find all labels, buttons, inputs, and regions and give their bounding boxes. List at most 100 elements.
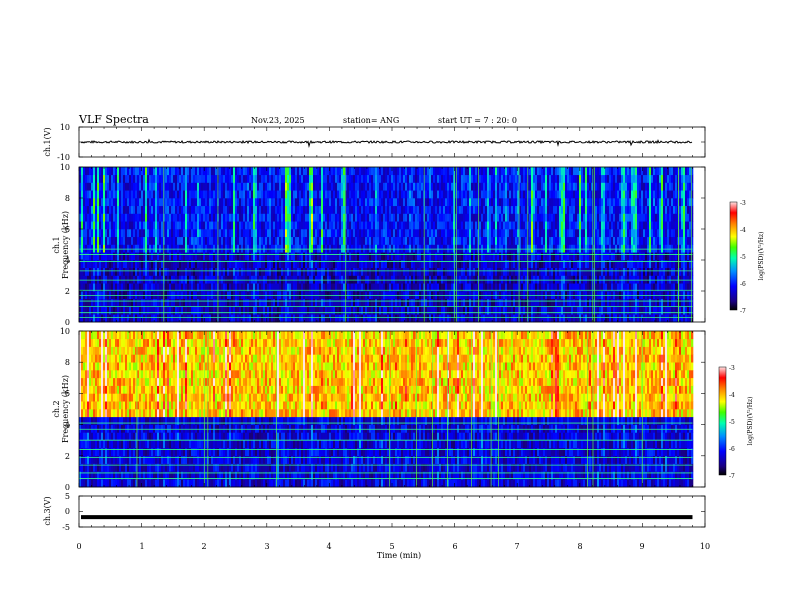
spectrogram-cell <box>519 205 522 214</box>
spectrogram-cell <box>421 283 424 292</box>
spectrogram-cell <box>159 198 162 207</box>
spectrogram-cell <box>123 205 126 214</box>
spectrogram-cell <box>301 229 304 238</box>
spectrogram-cell <box>425 221 428 230</box>
spectrogram-cell <box>517 252 520 261</box>
spectrogram-cell <box>429 205 432 214</box>
spectrogram-cell <box>231 190 234 199</box>
spectrogram-cell <box>419 252 422 261</box>
spectrogram-cell <box>537 213 540 222</box>
spectrogram-cell <box>335 252 338 261</box>
spectrogram-cell <box>225 291 228 300</box>
spectrogram-cell <box>293 229 296 238</box>
spectrogram-cell <box>197 182 200 191</box>
spectrogram-cell <box>403 314 406 323</box>
spectrogram-cell <box>421 198 424 207</box>
spectrogram-cell <box>199 244 202 253</box>
spectrogram-cell <box>241 236 244 245</box>
spectrogram-cell <box>345 190 348 199</box>
spectrogram-cell <box>563 291 566 300</box>
spectrogram-cell <box>225 314 228 323</box>
spectrogram-cell <box>523 198 526 207</box>
spectrogram-cell <box>439 190 442 199</box>
spectrogram-cell <box>83 198 86 207</box>
spectrogram-cell <box>141 283 144 292</box>
spectrogram-cell <box>157 260 160 269</box>
spectrogram-cell <box>227 244 230 253</box>
spectrogram-cell <box>207 267 210 276</box>
spectrogram-cell <box>79 229 82 238</box>
spectrogram-cell <box>525 252 528 261</box>
spectrogram-cell <box>441 167 444 176</box>
spectrogram-cell <box>497 283 500 292</box>
spectrogram-cell <box>487 244 490 253</box>
spectrogram-cell <box>493 244 496 253</box>
spectrogram-cell <box>335 190 338 199</box>
spectrogram-cell <box>139 252 142 261</box>
spectrogram-cell <box>325 190 328 199</box>
spectrogram-cell <box>97 213 100 222</box>
spectrogram-cell <box>139 167 142 176</box>
spectrogram-cell <box>427 167 430 176</box>
spectrogram-cell <box>357 198 360 207</box>
spectrogram-cell <box>283 252 286 261</box>
spectrogram-cell <box>415 306 418 315</box>
spectrogram-cell <box>445 229 448 238</box>
spectrogram-cell <box>91 298 94 307</box>
spectrogram-cell <box>531 298 534 307</box>
spectrogram-cell <box>87 236 90 245</box>
spectrogram-cell <box>381 306 384 315</box>
spectrogram-cell <box>401 213 404 222</box>
spectrogram-cell <box>375 267 378 276</box>
spectrogram-cell <box>147 306 150 315</box>
spectrogram-cell <box>261 236 264 245</box>
spectrogram-cell <box>259 291 262 300</box>
spectrogram-cell <box>485 174 488 183</box>
spectrogram-cell <box>537 174 540 183</box>
spectrogram-cell <box>307 205 310 214</box>
spectrogram-cell <box>461 244 464 253</box>
spectrogram-cell <box>483 205 486 214</box>
spectrogram-cell <box>409 221 412 230</box>
spectrogram-cell <box>439 221 442 230</box>
spectrogram-cell <box>265 291 268 300</box>
spectrogram-cell <box>209 190 212 199</box>
spectrogram-cell <box>379 221 382 230</box>
spectrogram-cell <box>159 190 162 199</box>
spectrogram-cell <box>475 213 478 222</box>
spectrogram-cell <box>475 260 478 269</box>
spectrogram-cell <box>335 275 338 284</box>
spectrogram-cell <box>347 306 350 315</box>
spectrogram-cell <box>209 314 212 323</box>
spectrogram-cell <box>305 306 308 315</box>
spectrogram-cell <box>379 298 382 307</box>
spectrogram-cell <box>121 205 124 214</box>
spectrogram-cell <box>105 182 108 191</box>
spectrogram-cell <box>523 205 526 214</box>
spectrogram-cell <box>425 236 428 245</box>
spectrogram-cell <box>249 182 252 191</box>
spectrogram-cell <box>511 244 514 253</box>
spectrogram-cell <box>309 314 312 323</box>
spectrogram-cell <box>315 182 318 191</box>
spectrogram-cell <box>257 213 260 222</box>
spectrogram-cell <box>487 275 490 284</box>
spectrogram-cell <box>469 198 472 207</box>
spectrogram-cell <box>399 314 402 323</box>
spectrogram-cell <box>417 198 420 207</box>
spectrogram-cell <box>93 275 96 284</box>
spectrogram-cell <box>547 229 550 238</box>
spectrogram-cell <box>441 291 444 300</box>
spectrogram-cell <box>281 174 284 183</box>
spectrogram-cell <box>177 260 180 269</box>
spectrogram-cell <box>199 252 202 261</box>
spectrogram-cell <box>357 291 360 300</box>
spectrogram-cell <box>165 182 168 191</box>
spectrogram-cell <box>465 244 468 253</box>
spectrogram-cell <box>385 198 388 207</box>
spectrogram-cell <box>263 190 266 199</box>
spectrogram-cell <box>493 306 496 315</box>
spectrogram-cell <box>451 298 454 307</box>
spectrogram-cell <box>131 252 134 261</box>
spectrogram-cell <box>151 275 154 284</box>
